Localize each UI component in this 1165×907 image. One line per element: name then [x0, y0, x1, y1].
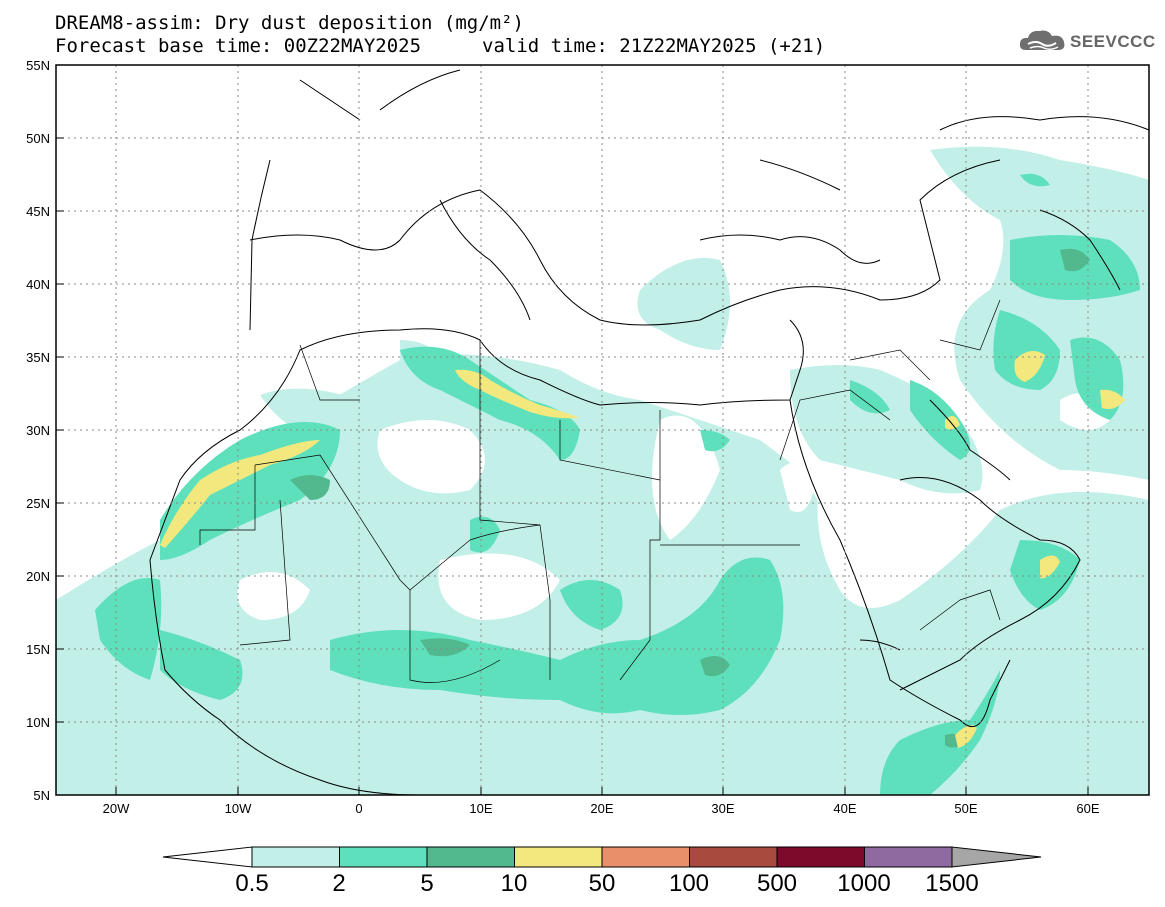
lon-label: 10E: [469, 801, 492, 816]
colorbar-label: 500: [756, 870, 798, 897]
deposition-level-10: [160, 351, 1125, 748]
lon-label: 30E: [711, 801, 734, 816]
colorbar-high-arrow: [951, 846, 1042, 868]
lat-label: 40N: [26, 277, 50, 292]
gridlines: [56, 65, 1149, 795]
colorbar-label: 5: [420, 870, 434, 897]
lon-label: 20W: [103, 801, 130, 816]
longitude-labels: 20W 10W 0 10E 20E 30E 40E 50E 60E: [103, 801, 1100, 816]
colorbar-label: 0.5: [235, 870, 269, 897]
map-fields: [56, 65, 1149, 795]
colorbar-swatch: [426, 846, 515, 868]
valid-time: valid time: 21Z22MAY2025 (+21): [482, 35, 826, 57]
colorbar-label: 50: [588, 870, 616, 897]
lon-label: 20E: [590, 801, 613, 816]
lon-label: 0: [355, 801, 362, 816]
lat-label: 50N: [26, 131, 50, 146]
colorbar-label: 1500: [925, 870, 979, 897]
lat-label: 30N: [26, 423, 50, 438]
coastlines: [149, 69, 1149, 795]
lon-label: 60E: [1076, 801, 1099, 816]
colorbar-label: 100: [668, 870, 710, 897]
lon-label: 10W: [225, 801, 252, 816]
lat-label: 55N: [26, 58, 50, 73]
lat-label: 20N: [26, 569, 50, 584]
colorbar-swatch: [689, 846, 778, 868]
cloud-logo-icon: [1019, 30, 1065, 51]
lon-label: 50E: [954, 801, 977, 816]
colorbar-swatch: [251, 846, 340, 868]
tick-marks: [56, 64, 1089, 795]
deposition-level-5: [290, 248, 1090, 748]
colorbar-swatch: [514, 846, 603, 868]
lat-label: 10N: [26, 715, 50, 730]
colorbar-label: 10: [500, 870, 528, 897]
colorbar-swatch: [339, 846, 428, 868]
seevccc-logo: SEEVCCC: [1018, 26, 1158, 56]
lat-label: 45N: [26, 204, 50, 219]
lat-label: 35N: [26, 350, 50, 365]
chart-title: DREAM8-assim: Dry dust deposition (mg/m²…: [55, 12, 524, 34]
lat-label: 5N: [33, 788, 50, 803]
colorbar-low-arrow: [162, 846, 253, 868]
latitude-labels: 55N 50N 45N 40N 35N 30N 25N 20N 15N 10N …: [26, 58, 50, 803]
colorbar-label: 2: [332, 870, 346, 897]
logo-text: SEEVCCC: [1070, 32, 1156, 51]
below-threshold: [237, 393, 1110, 620]
colorbar-swatch: [864, 846, 953, 868]
colorbar: [162, 846, 1042, 868]
forecast-base-time: Forecast base time: 00Z22MAY2025: [55, 35, 422, 57]
colorbar-swatch: [776, 846, 865, 868]
colorbar-swatch: [601, 846, 690, 868]
lon-label: 40E: [833, 801, 856, 816]
lat-label: 15N: [26, 642, 50, 657]
lat-label: 25N: [26, 496, 50, 511]
colorbar-label: 1000: [837, 870, 891, 897]
